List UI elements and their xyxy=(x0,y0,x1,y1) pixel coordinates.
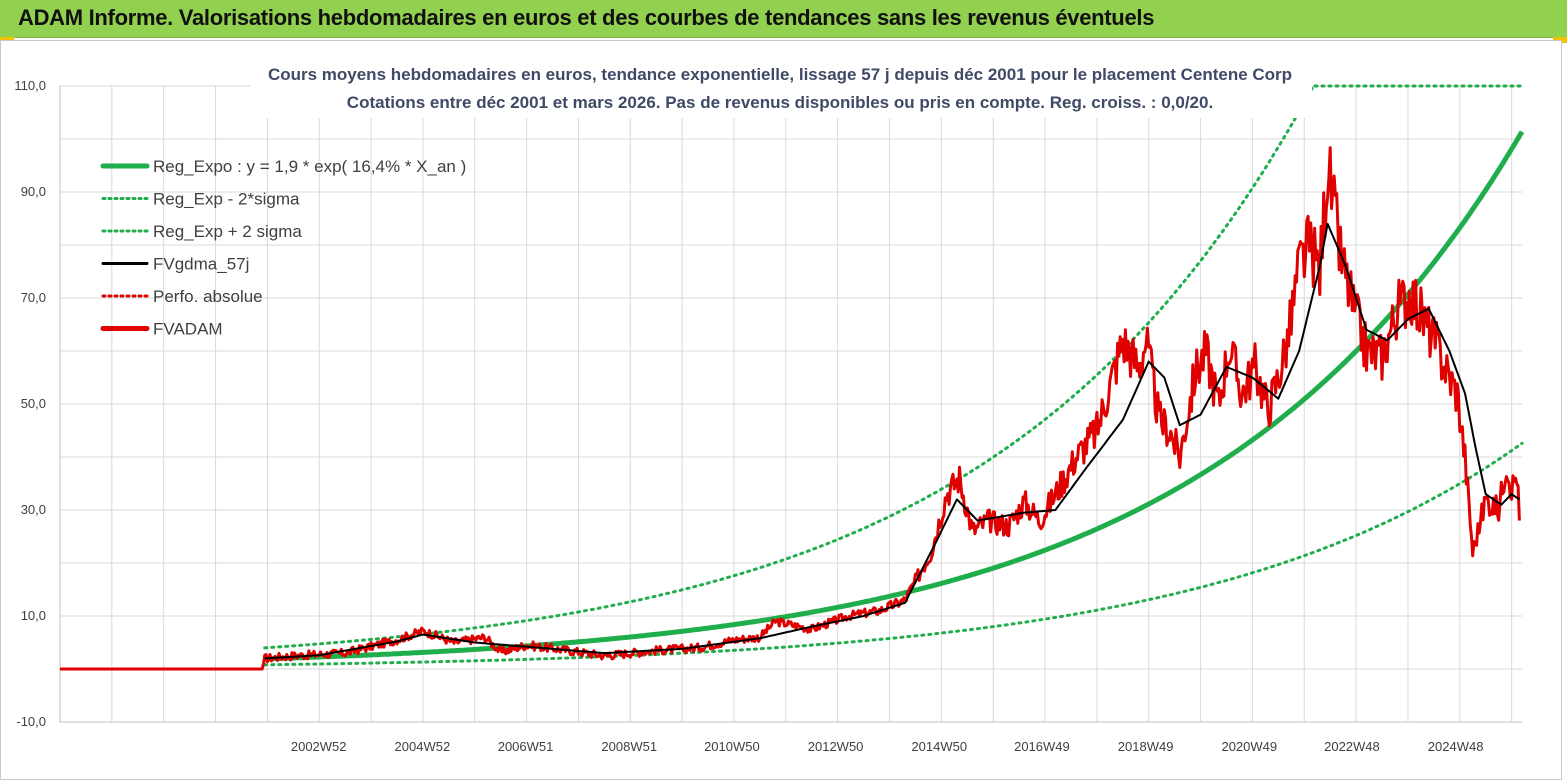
reg-exp-plus-2sigma-line xyxy=(263,86,1314,650)
report-header: ADAM Informe. Valorisations hebdomadaire… xyxy=(0,0,1567,38)
x-tick-label: 2022W48 xyxy=(1324,739,1380,754)
y-tick-label: 50,0 xyxy=(21,396,46,411)
x-tick-label: 2020W49 xyxy=(1221,739,1277,754)
reg-expo-line xyxy=(264,130,1525,662)
legend-label: FVgdma_57j xyxy=(153,255,249,274)
title-backdrop xyxy=(250,60,1312,118)
legend-label: Reg_Exp - 2*sigma xyxy=(153,190,300,209)
x-tick-label: 2002W52 xyxy=(291,739,347,754)
x-tick-label: 2010W50 xyxy=(704,739,760,754)
x-tick-label: 2012W50 xyxy=(808,739,864,754)
legend: Reg_Expo : y = 1,9 * exp( 16,4% * X_an )… xyxy=(100,157,466,339)
y-tick-label: 70,0 xyxy=(21,290,46,305)
axes: 110,0 90,0 70,0 50,0 30,0 10,0 -10,0 2002W52 200… xyxy=(14,78,1522,754)
series xyxy=(59,84,1525,671)
x-tick-label: 2004W52 xyxy=(395,739,451,754)
y-tick-label: 10,0 xyxy=(21,608,46,623)
fvadam-line xyxy=(59,146,1521,671)
legend-label: FVADAM xyxy=(153,320,223,339)
legend-label: Reg_Exp + 2 sigma xyxy=(153,222,302,241)
report-title: ADAM Informe. Valorisations hebdomadaire… xyxy=(18,5,1155,30)
x-tick-label: 2014W50 xyxy=(911,739,967,754)
chart-area xyxy=(0,40,1562,780)
y-tick-label: 110,0 xyxy=(14,78,46,93)
x-tick-label: 2008W51 xyxy=(601,739,657,754)
chart-title: Cours moyens hebdomadaires en euros, ten… xyxy=(268,65,1292,84)
y-tick-label: -10,0 xyxy=(16,714,46,729)
legend-label: Reg_Expo : y = 1,9 * exp( 16,4% * X_an ) xyxy=(153,157,466,176)
legend-label: Perfo. absolue xyxy=(153,287,263,306)
fvgdma-57j-line xyxy=(264,222,1520,660)
x-tick-label: 2018W49 xyxy=(1118,739,1174,754)
x-tick-label: 2016W49 xyxy=(1014,739,1070,754)
y-tick-label: 90,0 xyxy=(21,184,46,199)
x-tick-label: 2006W51 xyxy=(498,739,554,754)
reg-exp-minus-2sigma-line xyxy=(263,441,1524,667)
y-tick-label: 30,0 xyxy=(21,502,46,517)
chart-subtitle: Cotations entre déc 2001 et mars 2026. P… xyxy=(347,93,1213,112)
x-tick-label: 2024W48 xyxy=(1428,739,1484,754)
